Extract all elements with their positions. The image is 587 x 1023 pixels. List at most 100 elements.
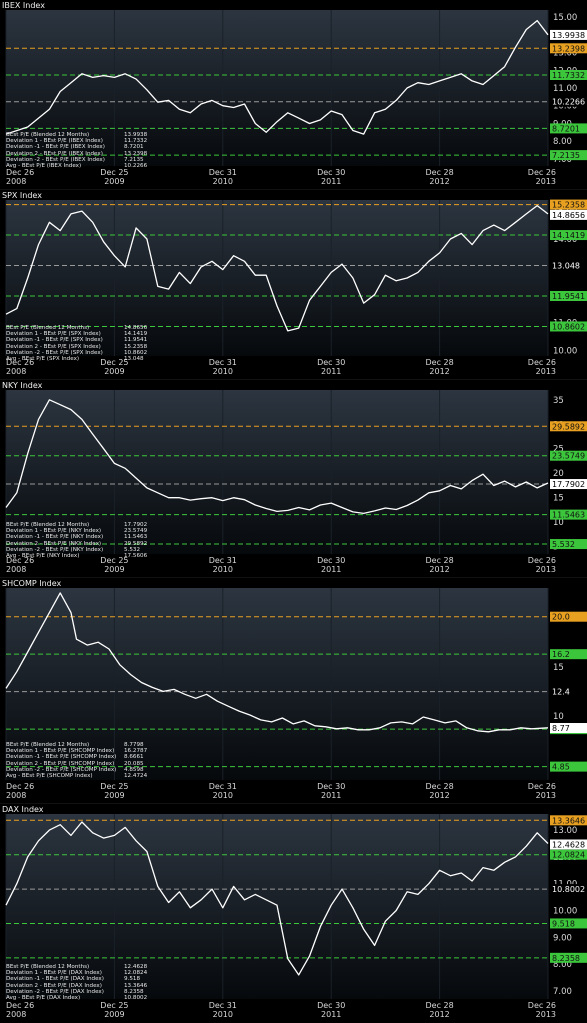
y-tick-label: 10.00 [553, 907, 577, 917]
x-tick-year: 2012 [429, 565, 449, 574]
x-tick-day: Dec 26 [528, 782, 556, 791]
x-tick-day: Dec 31 [209, 556, 237, 565]
level-label: 10.8002 [552, 885, 585, 894]
x-tick-day: Dec 30 [317, 1001, 345, 1010]
level-label: 13.3646 [552, 816, 585, 825]
plot-area [6, 588, 548, 780]
x-tick-year: 2008 [6, 177, 26, 186]
last-value-label: 12.4628 [552, 840, 585, 849]
last-value-badge [550, 29, 587, 40]
last-value-label: 14.8656 [552, 211, 585, 220]
y-tick-label: 11.00 [553, 84, 577, 94]
y-tick-label: 15 [553, 663, 564, 673]
legend-row: Deviation -2 - BEst P/E (SHCOMP Index) 4.… [6, 766, 144, 773]
x-tick-year: 2013 [536, 177, 556, 186]
x-tick-year: 2009 [104, 565, 124, 574]
level-label: 13.048 [552, 262, 580, 271]
level-label: 4.85 [552, 763, 570, 772]
x-tick-day: Dec 31 [209, 1001, 237, 1010]
x-tick-year: 2011 [321, 791, 341, 800]
legend-row: Avg - BEst P/E (NKY Index) 17.5606 [6, 553, 148, 560]
x-tick-day: Dec 30 [317, 358, 345, 367]
level-label: 5.532 [552, 540, 575, 549]
nky-chart: 510152025303529.589223.574917.790211.546… [5, 390, 587, 574]
x-tick-year: 2012 [429, 791, 449, 800]
legend-row: Deviation 2 - BEst P/E (SHCOMP Index) 20.… [6, 760, 144, 767]
level-label: 29.5892 [552, 422, 585, 431]
level-label: 20.0 [552, 613, 570, 622]
series-line [5, 592, 549, 733]
y-tick-label: 9.00 [553, 933, 572, 943]
series-line [5, 821, 549, 976]
level-badge [550, 260, 587, 271]
x-tick-year: 2012 [429, 177, 449, 186]
x-tick-day: Dec 28 [425, 168, 453, 177]
x-tick-day: Dec 28 [425, 358, 453, 367]
y-tick-label: 13.00 [553, 49, 577, 59]
chart-title: IBEX Index [2, 1, 45, 10]
last-value-label: 17.7902 [552, 480, 585, 489]
level-label: 8.7201 [552, 124, 580, 133]
chart-legend: BEst P/E (Blended 12 Months) 8.7798 Devia… [6, 742, 160, 779]
chart-title: NKY Index [2, 381, 43, 390]
x-tick-day: Dec 26 [528, 1001, 556, 1010]
legend-row: BEst P/E (Blended 12 Months) 17.7902 [6, 522, 148, 528]
y-tick-label: 15 [553, 494, 564, 504]
legend-row: Deviation 1 - BEst P/E (SPX Index) 14.141… [6, 331, 148, 338]
y-tick-label: 10 [553, 518, 564, 528]
chart-legend: BEst P/E (Blended 12 Months) 17.7902 Devi… [6, 522, 160, 559]
dax-chart: 7.008.009.0010.0011.0012.0013.0013.36461… [5, 814, 587, 1019]
y-tick-label: 25 [553, 445, 564, 455]
x-tick-day: Dec 26 [528, 358, 556, 367]
spx-chart: 10.0011.0012.0013.0014.0015.0015.235814.… [5, 199, 587, 376]
level-badge [550, 290, 587, 301]
legend-row: Deviation 1 - BEst P/E (NKY Index) 23.574… [6, 528, 148, 535]
x-tick-year: 2008 [6, 1010, 26, 1019]
level-badge [550, 421, 587, 432]
x-tick-day: Dec 26 [6, 358, 34, 367]
x-tick-day: Dec 25 [100, 782, 128, 791]
legend-row: Deviation 2 - BEst P/E (IBEX Index) 13.23… [6, 150, 148, 157]
x-tick-year: 2011 [321, 1010, 341, 1019]
x-tick-year: 2013 [536, 791, 556, 800]
x-tick-year: 2013 [536, 367, 556, 376]
legend-row: Deviation -2 - BEst P/E (NKY Index) 5.532 [6, 546, 141, 553]
plot-area [6, 390, 548, 554]
level-badge [550, 199, 587, 210]
x-tick-day: Dec 30 [317, 782, 345, 791]
x-tick-year: 2011 [321, 565, 341, 574]
level-label: 15.2358 [552, 201, 585, 210]
legend-row: BEst P/E (Blended 12 Months) 14.8656 [6, 325, 148, 331]
x-tick-year: 2009 [104, 1010, 124, 1019]
legend-row: Deviation -1 - BEst P/E (SHCOMP Index) 8.… [6, 754, 144, 761]
ibex-panel: 7.008.009.0010.0011.0012.0013.0014.0015.… [0, 0, 587, 190]
level-badge [550, 96, 587, 107]
y-tick-label: 15.00 [553, 13, 577, 23]
x-tick-day: Dec 26 [528, 168, 556, 177]
level-badge [550, 952, 587, 963]
x-tick-year: 2010 [213, 367, 233, 376]
series-line [5, 19, 549, 135]
x-tick-day: Dec 31 [209, 168, 237, 177]
legend-row: Deviation 1 - BEst P/E (SHCOMP Index) 16.… [6, 748, 148, 755]
x-tick-year: 2010 [213, 177, 233, 186]
dax-panel: 7.008.009.0010.0011.0012.0013.0013.36461… [0, 804, 587, 1023]
x-tick-year: 2010 [213, 791, 233, 800]
nky-panel: 510152025303529.589223.574917.790211.546… [0, 380, 587, 578]
chart-title: DAX Index [2, 805, 44, 814]
chart-title: SHCOMP Index [2, 579, 62, 588]
legend-row: Avg - BEst P/E (SPX Index) 13.048 [6, 356, 144, 363]
x-tick-day: Dec 26 [6, 782, 34, 791]
x-tick-year: 2010 [213, 1010, 233, 1019]
legend-row: Deviation -2 - BEst P/E (IBEX Index) 7.21… [6, 156, 144, 163]
y-tick-label: 7.00 [553, 987, 572, 997]
legend-row: Deviation -1 - BEst P/E (SPX Index) 11.95… [6, 337, 148, 344]
legend-row: Deviation -1 - BEst P/E (IBEX Index) 8.72… [6, 144, 144, 151]
last-value-label: 8.77 [552, 724, 570, 733]
level-badge [550, 649, 587, 660]
legend-row: BEst P/E (Blended 12 Months) 12.4628 [6, 964, 148, 970]
series-line [5, 204, 549, 332]
y-tick-label: 10.00 [553, 346, 577, 356]
